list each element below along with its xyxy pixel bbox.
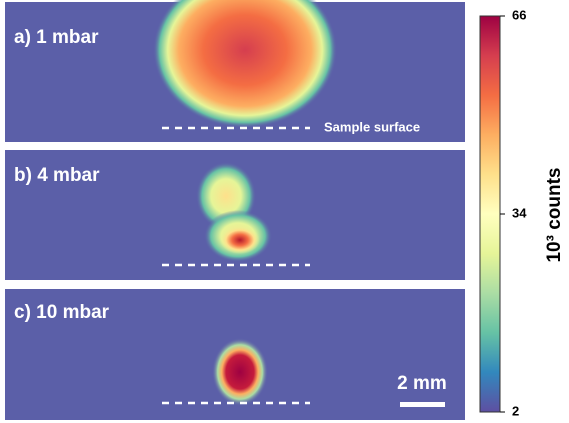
figure: a) 1 mbar Sample surface b) 4 mbar c) 10…	[0, 0, 569, 423]
panel-b: b) 4 mbar	[5, 150, 465, 280]
colorbar-gradient	[480, 16, 500, 412]
colorbar-tick-label: 2	[512, 403, 519, 418]
panel-label: c) 10 mbar	[14, 302, 110, 323]
panel-label: b) 4 mbar	[14, 165, 100, 186]
colorbar-tick-label: 66	[512, 7, 526, 22]
colorbar: 10³ counts 2 34 66	[480, 7, 565, 418]
intensity-blob	[212, 338, 268, 406]
scale-bar	[400, 402, 445, 407]
panel-a: a) 1 mbar Sample surface	[5, 0, 465, 142]
colorbar-label: 10³ counts	[544, 167, 565, 262]
intensity-blob	[220, 226, 260, 254]
annotation: Sample surface	[324, 119, 420, 134]
scale-bar-label: 2 mm	[397, 373, 447, 394]
colorbar-tick-label: 34	[512, 205, 527, 220]
panel-c: c) 10 mbar 2 mm	[5, 289, 465, 420]
panel-label: a) 1 mbar	[14, 27, 99, 48]
